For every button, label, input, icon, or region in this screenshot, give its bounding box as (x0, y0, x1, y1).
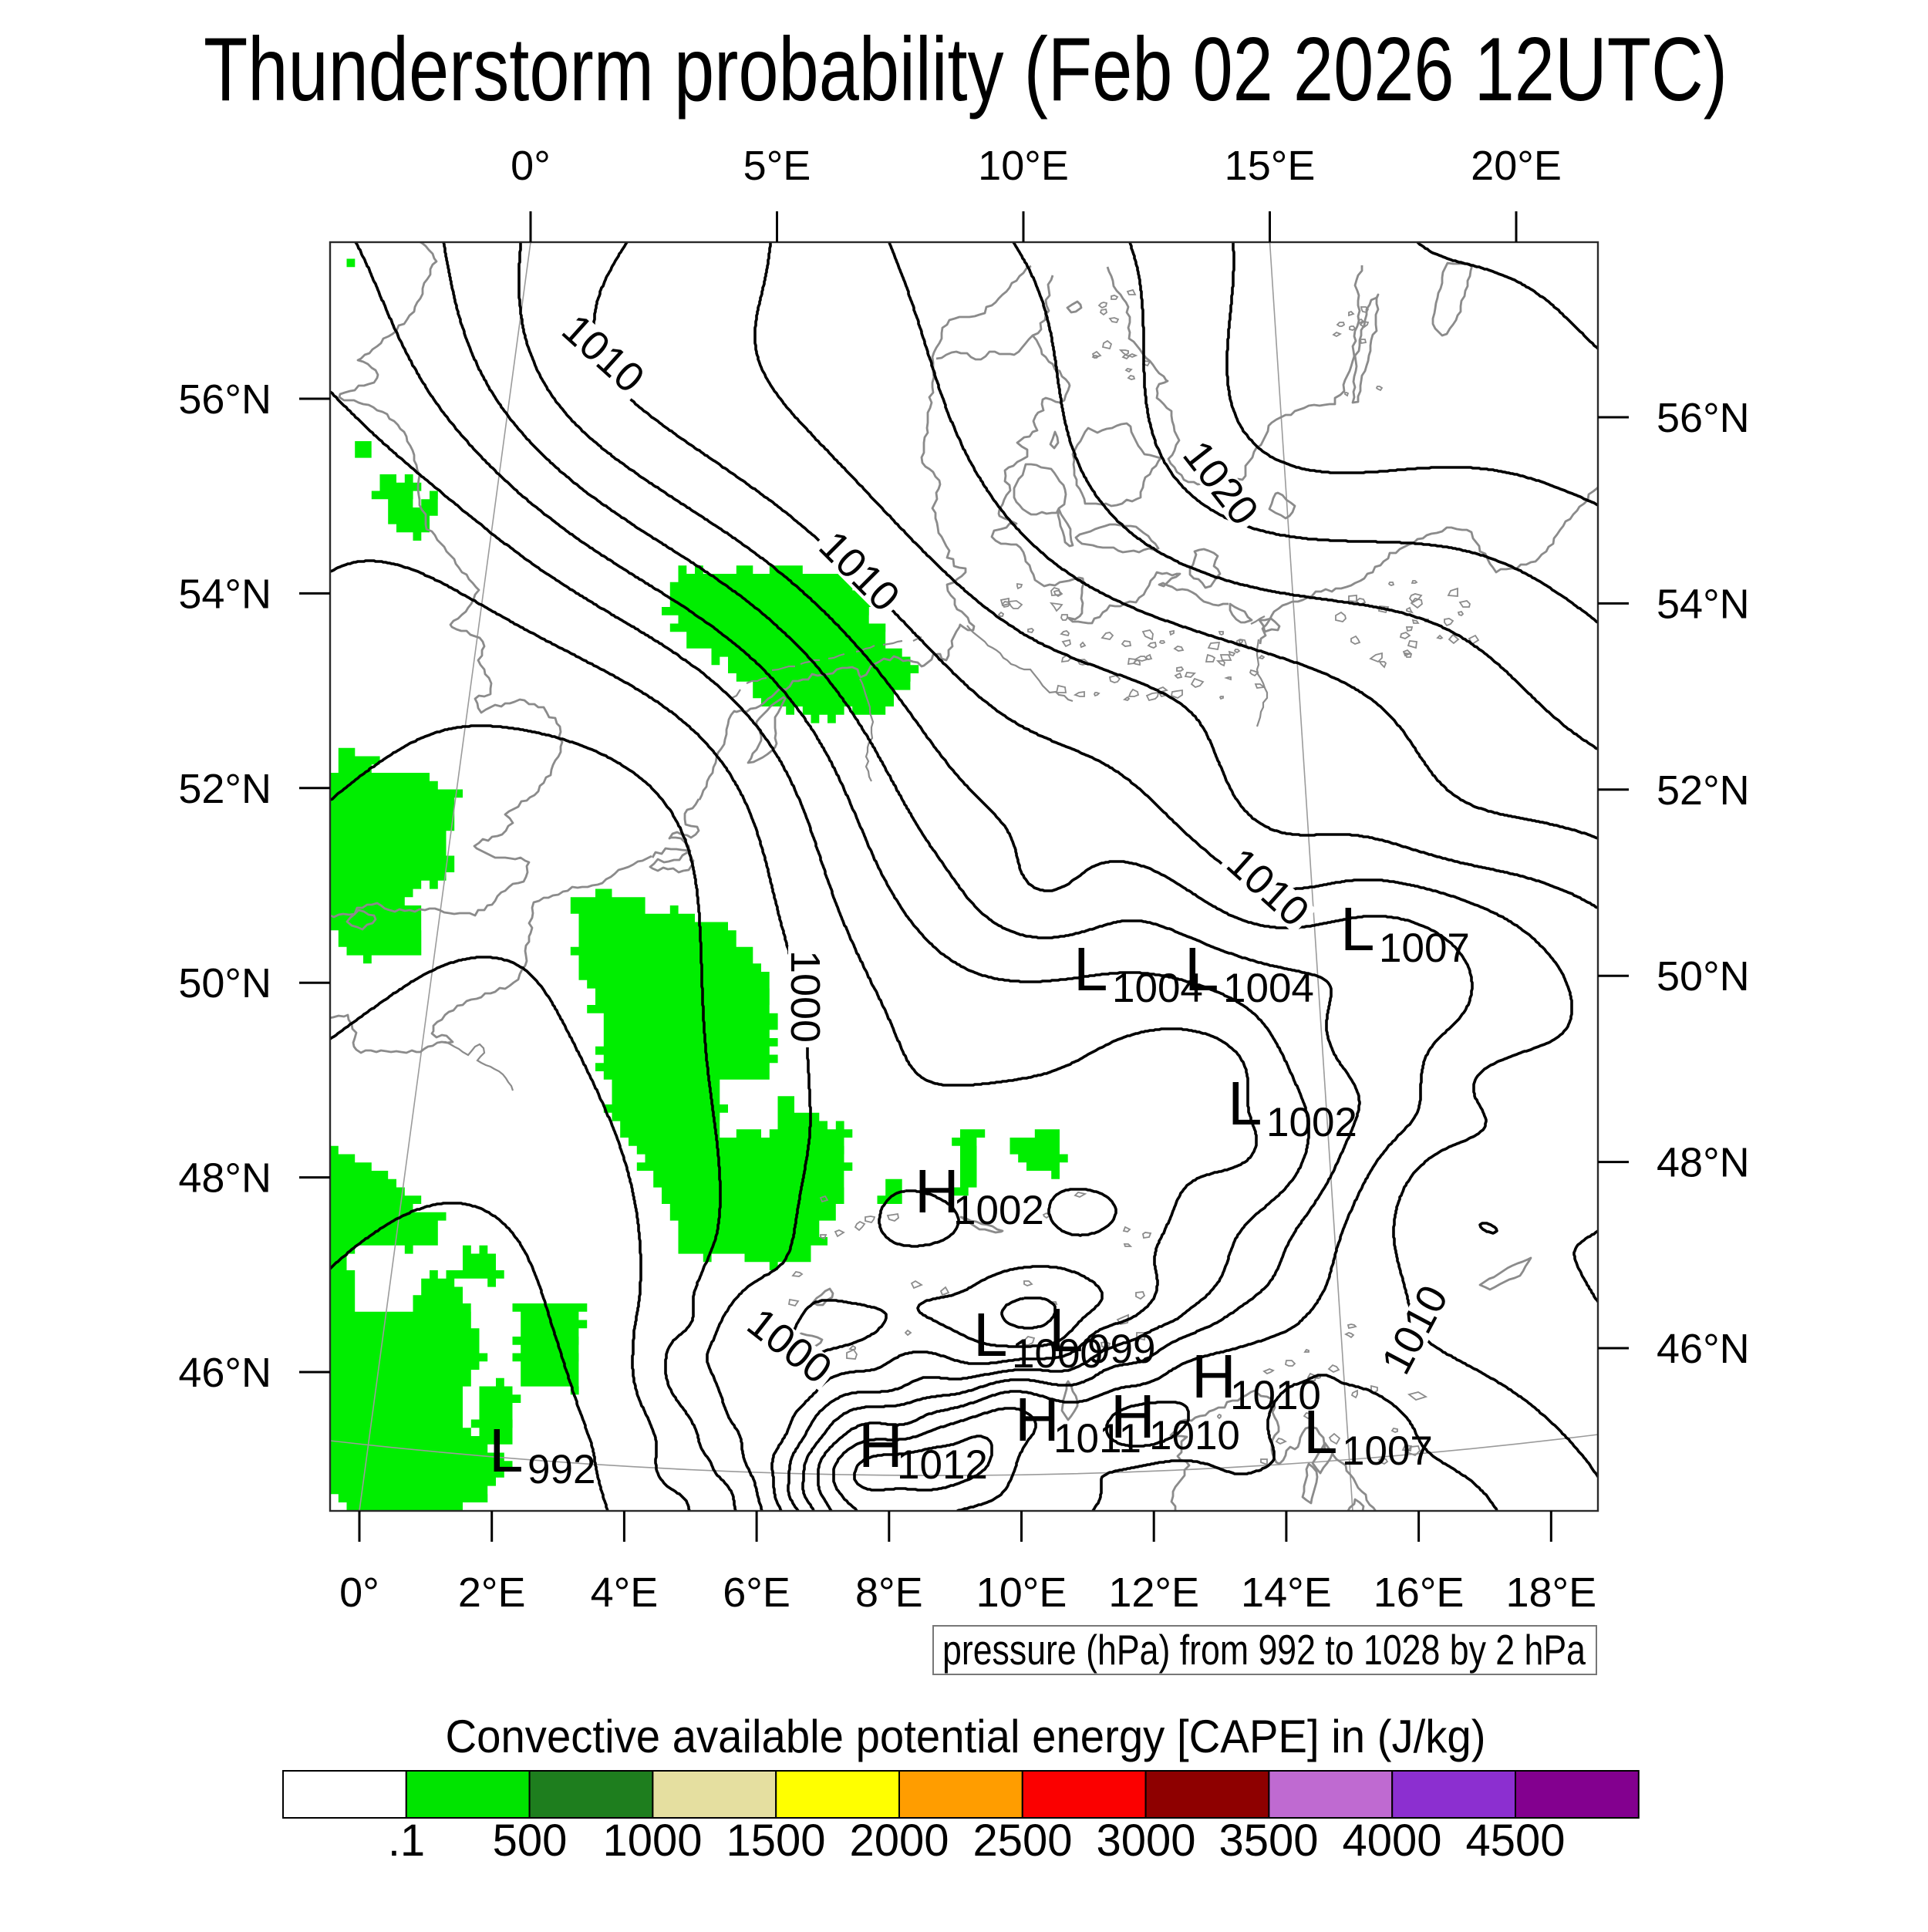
svg-text:1011: 1011 (1053, 1416, 1141, 1462)
svg-text:500: 500 (493, 1816, 568, 1866)
svg-text:.1: .1 (388, 1816, 425, 1866)
svg-text:48°N: 48°N (178, 1155, 271, 1202)
svg-text:3500: 3500 (1218, 1816, 1318, 1866)
svg-text:46°N: 46°N (178, 1350, 271, 1396)
svg-text:1007: 1007 (1342, 1428, 1433, 1474)
svg-text:2500: 2500 (972, 1816, 1072, 1866)
svg-text:H: H (1111, 1382, 1155, 1451)
svg-text:56°N: 56°N (1657, 395, 1750, 441)
svg-text:999: 999 (1087, 1327, 1155, 1372)
svg-text:2000: 2000 (849, 1816, 949, 1866)
svg-text:52°N: 52°N (1657, 767, 1750, 814)
svg-text:1004: 1004 (1112, 966, 1203, 1011)
svg-text:14°E: 14°E (1241, 1570, 1332, 1616)
svg-text:1010: 1010 (1230, 1373, 1321, 1418)
svg-text:10°E: 10°E (976, 1570, 1067, 1616)
svg-text:48°N: 48°N (1657, 1140, 1750, 1186)
svg-text:Thunderstorm probability (Feb: Thunderstorm probability (Feb 02 2026 12… (204, 19, 1727, 120)
svg-text:1000: 1000 (782, 950, 828, 1043)
svg-text:Convective available potential: Convective available potential energy [C… (446, 1711, 1486, 1762)
svg-text:H: H (858, 1411, 903, 1480)
svg-text:4°E: 4°E (591, 1570, 659, 1616)
svg-text:56°N: 56°N (178, 376, 271, 423)
svg-text:52°N: 52°N (178, 766, 271, 812)
svg-text:54°N: 54°N (178, 571, 271, 617)
svg-text:H: H (915, 1157, 959, 1226)
svg-text:1007: 1007 (1379, 926, 1470, 971)
svg-text:2°E: 2°E (458, 1570, 526, 1616)
svg-text:L: L (973, 1300, 1008, 1369)
svg-text:20°E: 20°E (1471, 143, 1562, 189)
svg-text:50°N: 50°N (1657, 953, 1750, 1000)
svg-text:L: L (1185, 935, 1219, 1003)
svg-text:50°N: 50°N (178, 960, 271, 1006)
svg-text:1004: 1004 (1223, 966, 1314, 1011)
svg-text:5°E: 5°E (743, 143, 811, 189)
svg-text:1000: 1000 (1012, 1331, 1103, 1377)
svg-text:1010: 1010 (1149, 1413, 1240, 1458)
svg-text:10°E: 10°E (978, 143, 1069, 189)
svg-text:15°E: 15°E (1225, 143, 1316, 189)
svg-text:pressure (hPa) from 992 to 102: pressure (hPa) from 992 to 1028 by 2 hPa (942, 1626, 1586, 1674)
svg-text:18°E: 18°E (1505, 1570, 1596, 1616)
svg-text:46°N: 46°N (1657, 1326, 1750, 1372)
svg-text:L: L (1303, 1398, 1338, 1466)
svg-text:L: L (489, 1416, 524, 1485)
svg-text:6°E: 6°E (723, 1570, 790, 1616)
svg-text:1000: 1000 (602, 1816, 702, 1866)
svg-text:992: 992 (528, 1447, 595, 1492)
svg-text:L: L (1228, 1069, 1262, 1138)
svg-text:1002: 1002 (1266, 1100, 1357, 1145)
svg-text:1012: 1012 (897, 1442, 988, 1488)
svg-text:4500: 4500 (1465, 1816, 1565, 1866)
svg-text:12°E: 12°E (1108, 1570, 1199, 1616)
svg-text:H: H (1192, 1342, 1236, 1411)
svg-text:L: L (1340, 895, 1375, 963)
svg-text:L: L (1049, 1296, 1084, 1364)
svg-text:16°E: 16°E (1374, 1570, 1465, 1616)
svg-text:0°: 0° (339, 1570, 379, 1616)
svg-text:8°E: 8°E (855, 1570, 923, 1616)
svg-text:0°: 0° (511, 143, 551, 189)
svg-text:H: H (1015, 1385, 1060, 1454)
svg-text:3000: 3000 (1096, 1816, 1195, 1866)
svg-text:1500: 1500 (726, 1816, 825, 1866)
svg-text:1002: 1002 (953, 1188, 1044, 1233)
svg-text:54°N: 54°N (1657, 581, 1750, 627)
svg-text:L: L (1074, 935, 1108, 1003)
svg-text:4000: 4000 (1342, 1816, 1441, 1866)
